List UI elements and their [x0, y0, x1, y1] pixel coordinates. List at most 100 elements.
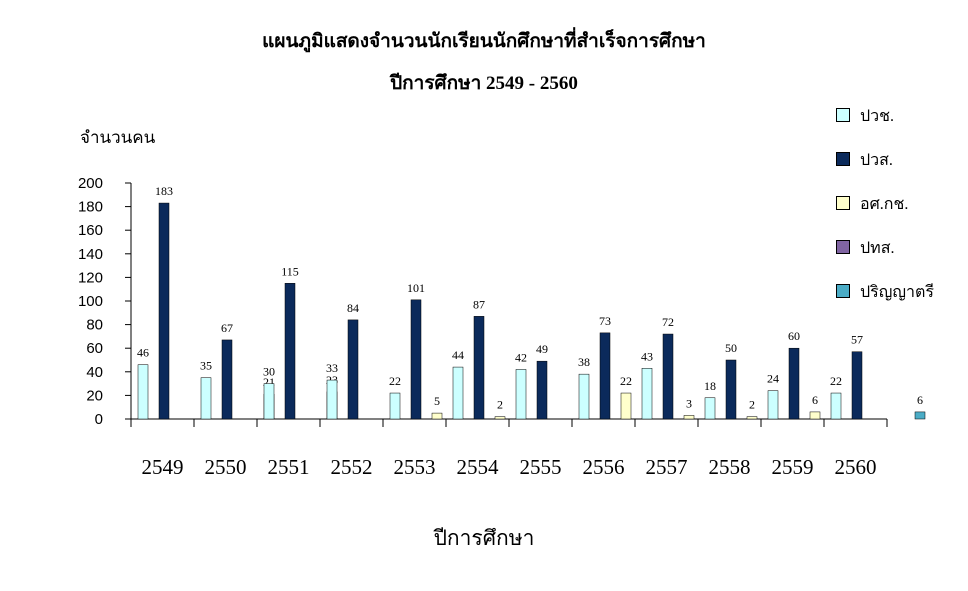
- legend-swatch: [836, 152, 850, 166]
- x-tick-label: 2558: [709, 455, 751, 479]
- legend-swatch: [836, 196, 850, 210]
- bar: [767, 390, 779, 420]
- chart-title: แผนภูมิแสดงจำนวนนักเรียนนักศึกษาที่สำเร็…: [262, 31, 706, 52]
- bar: [347, 319, 359, 420]
- bar: [599, 332, 611, 420]
- bar: [431, 412, 443, 420]
- data-label: 44: [452, 348, 464, 362]
- y-tick-label: 80: [86, 317, 103, 334]
- y-tick-label: 40: [86, 364, 103, 381]
- legend-label: ปวช.: [860, 108, 894, 125]
- data-label: 6: [812, 393, 818, 407]
- data-label: 115: [281, 264, 299, 278]
- bar: [494, 416, 506, 420]
- bar: [137, 364, 149, 420]
- legend-label: ปทส.: [860, 240, 895, 257]
- data-label: 22: [389, 374, 401, 388]
- data-label: 22: [620, 374, 632, 388]
- data-label: 101: [407, 281, 425, 295]
- data-label: 22: [830, 374, 842, 388]
- bar: [200, 377, 212, 420]
- data-label: 57: [851, 333, 863, 347]
- bar: [326, 379, 338, 420]
- bar: [662, 333, 674, 420]
- bar: [410, 299, 422, 420]
- bar: [284, 283, 296, 420]
- y-tick-label: 160: [78, 222, 103, 239]
- x-tick-label: 2553: [394, 455, 436, 479]
- chart-subtitle: ปีการศึกษา 2549 - 2560: [390, 73, 578, 94]
- x-tick-label: 2550: [205, 455, 247, 479]
- data-label: 30: [263, 365, 275, 379]
- y-tick-label: 120: [78, 269, 103, 286]
- y-tick-label: 0: [95, 411, 103, 428]
- bar: [158, 202, 170, 420]
- data-label: 38: [578, 355, 590, 369]
- legend-swatch: [836, 240, 850, 254]
- bar: [788, 347, 800, 420]
- bar: [473, 316, 485, 420]
- data-label: 35: [200, 359, 212, 373]
- bar: [914, 411, 926, 420]
- bar: [221, 339, 233, 420]
- bar: [851, 351, 863, 420]
- bar: [389, 392, 401, 420]
- x-tick-label: 2557: [646, 455, 688, 479]
- x-tick-label: 2559: [772, 455, 814, 479]
- bar: [515, 369, 527, 420]
- data-label: 43: [641, 349, 653, 363]
- legend-swatch: [836, 284, 850, 298]
- bar: [704, 397, 716, 420]
- bar: [809, 411, 821, 420]
- bar: [641, 368, 653, 420]
- data-label: 72: [662, 315, 674, 329]
- legend-label: ปริญญาตรี: [860, 284, 934, 301]
- data-label: 2: [497, 398, 503, 412]
- data-label: 33: [326, 361, 338, 375]
- y-tick-label: 140: [78, 246, 103, 263]
- data-label: 6: [917, 393, 923, 407]
- legend-label: ปวส.: [860, 152, 893, 169]
- bar: [746, 416, 758, 420]
- data-label: 42: [515, 350, 527, 364]
- x-axis-label: ปีการศึกษา: [433, 526, 535, 550]
- bar: [578, 373, 590, 420]
- data-label: 3: [686, 396, 692, 410]
- data-label: 60: [788, 329, 800, 343]
- data-label: 2: [749, 398, 755, 412]
- x-tick-label: 2551: [268, 455, 310, 479]
- bar: [620, 392, 632, 420]
- bar: [263, 383, 275, 420]
- data-label: 5: [434, 394, 440, 408]
- bar: [536, 360, 548, 420]
- x-tick-label: 2556: [583, 455, 625, 479]
- x-tick-label: 2554: [457, 455, 500, 479]
- y-tick-label: 100: [78, 293, 103, 310]
- y-tick-label: 200: [78, 175, 103, 192]
- data-label: 24: [767, 372, 779, 386]
- data-label: 84: [347, 301, 359, 315]
- data-label: 73: [599, 314, 611, 328]
- data-label: 183: [155, 184, 173, 198]
- bar: [683, 415, 695, 420]
- legend-swatch: [836, 108, 850, 122]
- y-axis-label: จำนวนคน: [80, 128, 156, 147]
- legend-label: อศ.กช.: [860, 196, 909, 213]
- y-tick-label: 180: [78, 199, 103, 216]
- y-tick-label: 60: [86, 340, 103, 357]
- bar: [452, 366, 464, 420]
- x-tick-label: 2560: [835, 455, 877, 479]
- bar: [830, 392, 842, 420]
- data-label: 67: [221, 321, 233, 335]
- x-tick-label: 2552: [331, 455, 373, 479]
- data-label: 46: [137, 346, 149, 360]
- data-label: 50: [725, 341, 737, 355]
- data-label: 49: [536, 342, 548, 356]
- data-label: 87: [473, 297, 485, 311]
- data-label: 18: [704, 379, 716, 393]
- bar: [725, 359, 737, 420]
- x-tick-label: 2555: [520, 455, 562, 479]
- x-tick-label: 2549: [142, 455, 184, 479]
- y-tick-label: 20: [86, 387, 103, 404]
